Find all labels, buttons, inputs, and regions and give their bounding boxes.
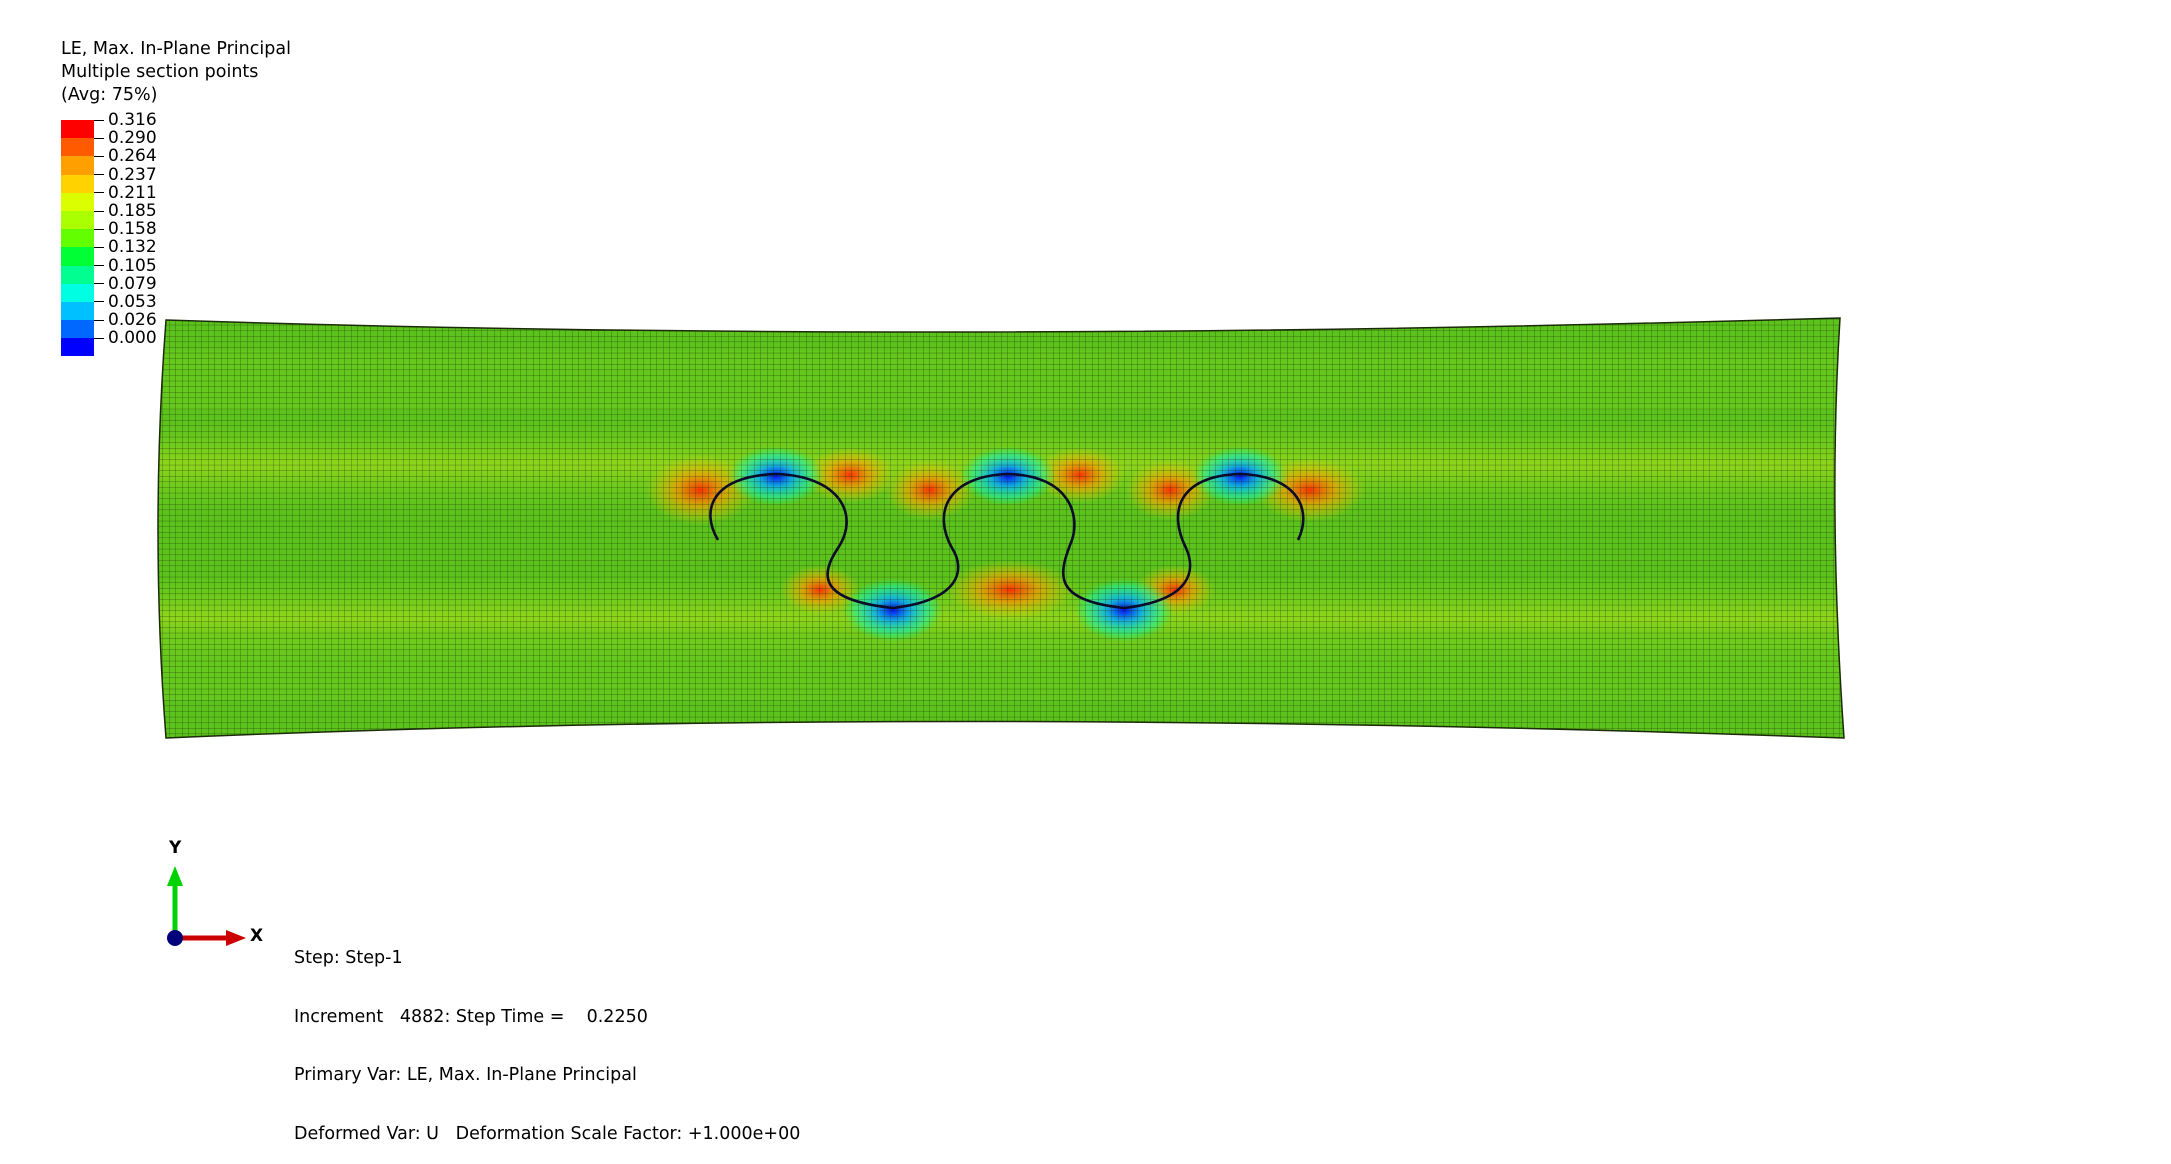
legend-swatch	[61, 156, 94, 175]
contour-plot[interactable]	[0, 0, 2171, 1023]
legend-swatch	[61, 138, 94, 157]
legend-swatch	[61, 338, 94, 357]
legend-tick: 0.053	[94, 293, 157, 311]
primary-var-label: Primary Var: LE, Max. In-Plane Principal	[294, 1065, 637, 1085]
step-info: Step: Step-1 Increment 4882: Step Time =…	[294, 910, 800, 1164]
x-axis-label: X	[250, 926, 264, 946]
legend-title: LE, Max. In-Plane Principal Multiple sec…	[61, 38, 291, 107]
triad-arrows	[167, 866, 246, 946]
legend-tick: 0.237	[94, 165, 157, 183]
legend-swatch	[61, 247, 94, 266]
legend-tick-labels: 0.316 0.290 0.264 0.237 0.211 0.185 0.158 0.132…	[94, 111, 157, 348]
legend-swatch	[61, 320, 94, 339]
legend-swatch	[61, 265, 94, 284]
cutout-slits	[709, 472, 1305, 610]
legend-tick: 0.316	[94, 111, 157, 129]
x-arrow-head	[226, 930, 246, 946]
plate-outline	[157, 317, 1845, 739]
legend-tick: 0.185	[94, 202, 157, 220]
plate-body	[158, 318, 1844, 738]
legend-swatch	[61, 301, 94, 321]
deformed-var-label: Deformed Var: U Deformation Scale Factor…	[294, 1123, 801, 1144]
increment-label: Increment 4882: Step Time = 0.2250	[294, 1006, 648, 1027]
step-label: Step: Step-1	[294, 948, 403, 968]
y-arrow-head	[167, 866, 183, 886]
triad-origin	[167, 930, 183, 946]
legend-swatch	[61, 174, 94, 193]
legend-color-bar	[61, 120, 94, 357]
legend-tick: 0.105	[94, 256, 157, 274]
legend-variable: LE, Max. In-Plane Principal	[61, 39, 291, 59]
y-axis-label: Y	[169, 838, 182, 858]
legend-section-points: Multiple section points	[61, 62, 259, 82]
legend-swatch	[61, 120, 94, 139]
legend-averaging: (Avg: 75%)	[61, 85, 158, 105]
legend-swatch	[61, 229, 94, 248]
coordinate-triad: Y X	[150, 838, 280, 960]
legend-tick: 0.158	[94, 220, 157, 238]
legend-tick: 0.290	[94, 129, 157, 147]
legend-tick: 0.026	[94, 311, 157, 329]
legend-swatch	[61, 210, 94, 230]
legend-tick: 0.079	[94, 274, 157, 292]
legend-tick: 0.000	[94, 329, 157, 347]
legend-swatch	[61, 192, 94, 211]
legend-tick: 0.211	[94, 184, 157, 202]
cutout-curve	[709, 472, 1305, 610]
legend-tick: 0.264	[94, 147, 157, 165]
legend-swatch	[61, 283, 94, 302]
legend-tick: 0.132	[94, 238, 157, 256]
